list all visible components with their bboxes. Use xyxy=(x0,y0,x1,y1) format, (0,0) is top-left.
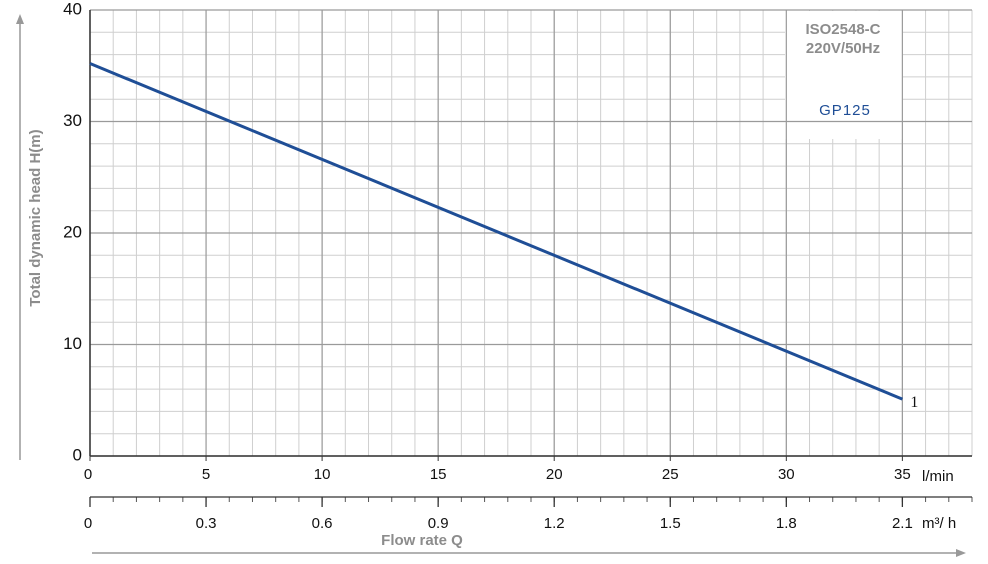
y-axis-label: Total dynamic head H(m) xyxy=(27,129,44,306)
x-axis-label: Flow rate Q xyxy=(381,532,463,549)
x2-tick-label: 0.6 xyxy=(312,515,333,532)
x-tick-label: 25 xyxy=(662,466,679,483)
x-tick-label: 20 xyxy=(546,466,563,483)
y-arrowhead xyxy=(16,14,24,24)
annotation: ISO2548-C xyxy=(805,21,880,38)
x2-tick-label: 1.2 xyxy=(544,515,565,532)
x-tick-label: 35 xyxy=(894,466,911,483)
annotation-box xyxy=(785,11,902,139)
series-label: 1 xyxy=(910,394,918,411)
x2-tick-label: 0.3 xyxy=(196,515,217,532)
x-arrowhead xyxy=(956,549,966,557)
x2-tick-label: 2.1 xyxy=(892,515,913,532)
y-tick-label: 30 xyxy=(63,111,82,130)
x-tick-label: 10 xyxy=(314,466,331,483)
x2-tick-label: 1.8 xyxy=(776,515,797,532)
model-label: GP125 xyxy=(819,102,871,119)
x2-unit: m³/ h xyxy=(922,515,956,532)
x-tick-label: 0 xyxy=(84,466,92,483)
y-tick-label: 20 xyxy=(63,222,82,241)
x-tick-label: 5 xyxy=(202,466,210,483)
x2-tick-label: 1.5 xyxy=(660,515,681,532)
x2-tick-label: 0 xyxy=(84,515,92,532)
series-line xyxy=(89,62,903,401)
x-tick-label: 15 xyxy=(430,466,447,483)
annotation: 220V/50Hz xyxy=(806,40,880,57)
y-tick-label: 0 xyxy=(73,445,82,464)
x2-tick-label: 0.9 xyxy=(428,515,449,532)
x-tick-label: 30 xyxy=(778,466,795,483)
y-tick-label: 40 xyxy=(63,0,82,18)
y-tick-label: 10 xyxy=(63,334,82,353)
x-unit: l/min xyxy=(922,468,954,485)
